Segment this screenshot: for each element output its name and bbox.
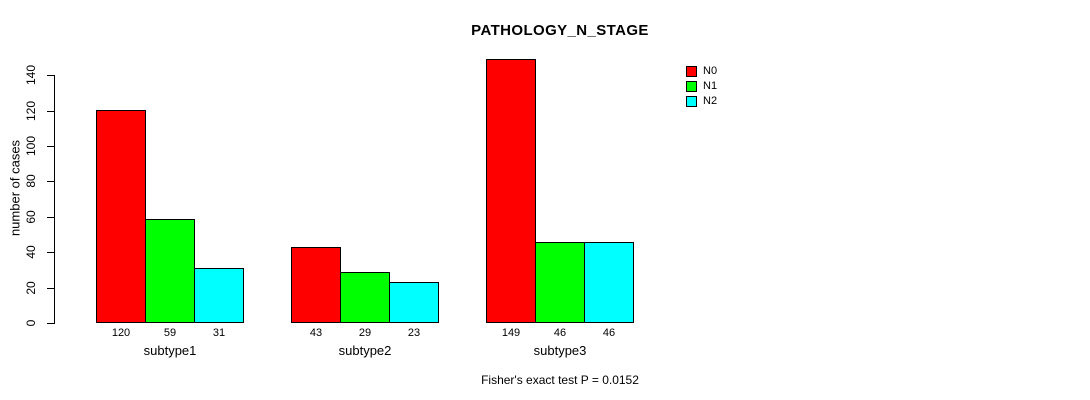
bar-N0-subtype3 bbox=[486, 59, 536, 323]
y-tick-label: 40 bbox=[24, 245, 38, 259]
legend-item-N1: N1 bbox=[686, 79, 717, 94]
bar-value-N2-subtype3: 46 bbox=[602, 327, 616, 339]
y-tick-mark bbox=[47, 252, 54, 253]
y-tick-label: 20 bbox=[24, 281, 38, 295]
bar-N0-subtype2 bbox=[291, 247, 341, 323]
y-tick-label: 0 bbox=[24, 319, 38, 327]
annotation-text: Fisher's exact test P = 0.0152 bbox=[481, 373, 639, 387]
bar-N1-subtype1 bbox=[145, 219, 195, 323]
bar-N1-subtype2 bbox=[340, 272, 390, 323]
category-label-subtype2: subtype2 bbox=[338, 343, 392, 358]
y-tick-label: 100 bbox=[24, 135, 38, 157]
bar-value-N1-subtype3: 46 bbox=[553, 327, 567, 339]
y-tick-label: 140 bbox=[24, 64, 38, 86]
y-tick-mark bbox=[47, 323, 54, 324]
bar-N1-subtype3 bbox=[535, 242, 585, 323]
legend-swatch-N2 bbox=[686, 96, 697, 107]
category-label-subtype3: subtype3 bbox=[533, 343, 587, 358]
y-tick-mark bbox=[47, 217, 54, 218]
legend-label-N2: N2 bbox=[703, 95, 718, 107]
legend-item-N0: N0 bbox=[686, 64, 717, 79]
bar-value-N0-subtype3: 149 bbox=[501, 327, 521, 339]
legend: N0 N1 N2 bbox=[686, 64, 717, 109]
y-axis-line bbox=[54, 75, 55, 324]
legend-swatch-N1 bbox=[686, 81, 697, 92]
y-tick-label: 120 bbox=[24, 100, 38, 122]
y-tick-label: 60 bbox=[24, 210, 38, 224]
bar-N2-subtype1 bbox=[194, 268, 244, 323]
bar-value-N2-subtype1: 31 bbox=[212, 327, 226, 339]
y-tick-mark bbox=[47, 288, 54, 289]
bar-N2-subtype2 bbox=[389, 282, 439, 323]
chart-title: PATHOLOGY_N_STAGE bbox=[471, 22, 649, 39]
y-tick-mark bbox=[47, 111, 54, 112]
legend-label-N0: N0 bbox=[703, 65, 718, 77]
bar-value-N1-subtype1: 59 bbox=[163, 327, 177, 339]
bar-value-N0-subtype1: 120 bbox=[111, 327, 131, 339]
y-tick-mark bbox=[47, 181, 54, 182]
category-label-subtype1: subtype1 bbox=[143, 343, 197, 358]
y-tick-mark bbox=[47, 146, 54, 147]
y-tick-label: 80 bbox=[24, 174, 38, 188]
legend-item-N2: N2 bbox=[686, 94, 717, 109]
bar-N2-subtype3 bbox=[584, 242, 634, 323]
y-tick-mark bbox=[47, 75, 54, 76]
legend-label-N1: N1 bbox=[703, 80, 718, 92]
bar-value-N2-subtype2: 23 bbox=[407, 327, 421, 339]
bar-N0-subtype1 bbox=[96, 110, 146, 323]
y-axis-label: number of cases bbox=[7, 139, 23, 237]
bar-value-N1-subtype2: 29 bbox=[358, 327, 372, 339]
bar-value-N0-subtype2: 43 bbox=[309, 327, 323, 339]
legend-swatch-N0 bbox=[686, 66, 697, 77]
